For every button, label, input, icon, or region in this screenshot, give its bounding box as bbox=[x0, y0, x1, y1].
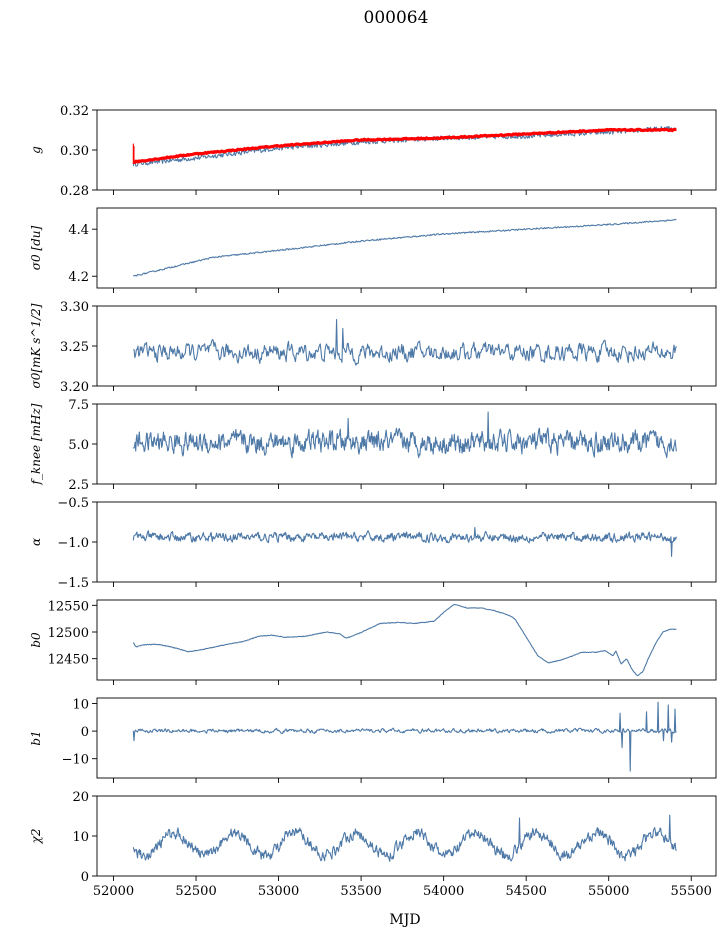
x-tick-label: 52000 bbox=[93, 884, 134, 899]
y-axis-label: σ0 [du] bbox=[29, 225, 43, 270]
y-tick-label: 7.5 bbox=[68, 398, 89, 413]
y-tick-label: 3.25 bbox=[60, 340, 89, 355]
y-tick-label: 5.0 bbox=[68, 438, 89, 453]
panel-frame bbox=[96, 599, 717, 681]
series-line-0 bbox=[132, 701, 677, 772]
y-axis-label: f_knee [mHz] bbox=[29, 403, 43, 485]
series-line-2 bbox=[132, 143, 135, 164]
y-tick-label: 3.30 bbox=[60, 300, 89, 315]
series-line-0 bbox=[133, 319, 677, 366]
panel-0: 0.28 0.30 0.32 g bbox=[29, 104, 717, 199]
y-axis-label: b1 bbox=[29, 730, 43, 745]
y-axis-label: b0 bbox=[29, 632, 43, 648]
panel-6: −10 0 10 b1 bbox=[29, 697, 717, 783]
x-tick-label: 55500 bbox=[671, 884, 712, 899]
y-axis-label: χ2 bbox=[29, 829, 43, 845]
y-tick-label: 10 bbox=[72, 698, 89, 713]
y-tick-label: 4.4 bbox=[68, 223, 89, 238]
y-tick-label: 0.28 bbox=[60, 184, 89, 199]
panel-series-group bbox=[132, 604, 677, 677]
y-tick-label: 12550 bbox=[48, 599, 89, 614]
panel-series-group bbox=[132, 527, 677, 557]
panel-frame bbox=[96, 697, 717, 779]
y-tick-label: 0.32 bbox=[60, 104, 89, 119]
y-tick-label: 3.20 bbox=[60, 380, 89, 395]
x-tick-label: 54500 bbox=[505, 884, 546, 899]
y-tick-label: −1.0 bbox=[57, 536, 89, 551]
panel-1: 4.2 4.4 σ0 [du] bbox=[29, 207, 717, 293]
panel-4: −1.5 −1.0 −0.5 α bbox=[29, 496, 717, 591]
y-axis-label: σ0[mK s^1/2] bbox=[29, 303, 43, 388]
series-line-0 bbox=[132, 218, 677, 277]
y-axis-label: α bbox=[29, 538, 43, 546]
y-tick-label: 12450 bbox=[48, 653, 89, 668]
panels: 0.28 0.30 0.32 g 4.2 4.4 σ0 [du] 3.20 3.25 3.30 σ0… bbox=[29, 104, 717, 899]
panel-series-group bbox=[132, 701, 677, 772]
panel-series-group bbox=[132, 218, 677, 277]
y-tick-label: −10 bbox=[62, 753, 89, 768]
panel-series-group bbox=[132, 814, 677, 862]
panel-frame bbox=[96, 109, 717, 191]
y-tick-label: 0 bbox=[81, 870, 89, 885]
y-tick-label: 2.5 bbox=[68, 478, 89, 493]
panel-frame bbox=[96, 207, 717, 289]
y-tick-label: −1.5 bbox=[57, 576, 89, 591]
series-line-1 bbox=[132, 127, 677, 164]
y-tick-label: 10 bbox=[72, 830, 89, 845]
x-tick-label: 55000 bbox=[588, 884, 629, 899]
y-tick-label: 4.2 bbox=[68, 270, 89, 285]
panel-7: 0 10 20 52000 52500 53000 53500 54000 54500 55000… bbox=[29, 790, 717, 899]
y-tick-label: 0 bbox=[81, 725, 89, 740]
y-tick-label: 20 bbox=[72, 790, 89, 805]
panel-5: 12450 12500 12550 b0 bbox=[29, 599, 717, 685]
panel-series-group bbox=[133, 319, 677, 366]
panel-series-group bbox=[132, 411, 677, 459]
y-axis-label: g bbox=[29, 146, 43, 154]
series-line-0 bbox=[132, 604, 677, 677]
x-axis-label: MJD bbox=[389, 912, 420, 928]
panel-frame bbox=[96, 501, 717, 583]
panel-3: 2.5 5.0 7.5 f_knee [mHz] bbox=[29, 398, 717, 493]
x-tick-label: 53500 bbox=[340, 884, 381, 899]
panel-series-group bbox=[132, 125, 677, 167]
y-tick-label: −0.5 bbox=[57, 496, 89, 511]
series-line-0 bbox=[132, 411, 677, 459]
y-tick-label: 0.30 bbox=[60, 144, 89, 159]
series-line-0 bbox=[132, 527, 677, 557]
panel-2: 3.20 3.25 3.30 σ0[mK s^1/2] bbox=[29, 300, 717, 395]
x-tick-label: 53000 bbox=[258, 884, 299, 899]
panel-frame bbox=[96, 795, 717, 877]
figure-title: 000064 bbox=[364, 8, 429, 28]
x-tick-label: 54000 bbox=[423, 884, 464, 899]
series-line-0 bbox=[132, 814, 677, 862]
x-tick-label: 52500 bbox=[175, 884, 216, 899]
y-tick-label: 12500 bbox=[48, 626, 89, 641]
